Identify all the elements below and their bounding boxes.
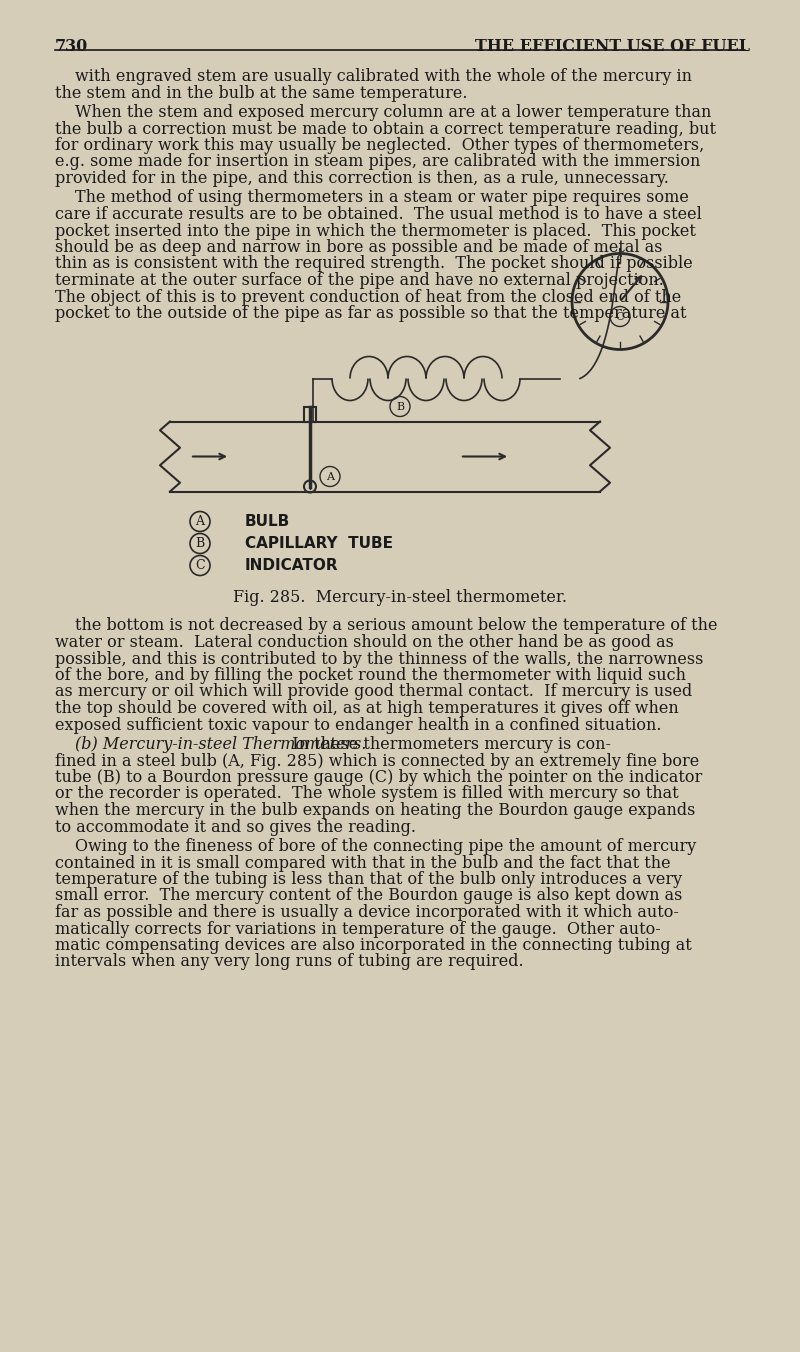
Text: INDICATOR: INDICATOR (245, 558, 338, 573)
Text: pocket to the outside of the pipe as far as possible so that the temperature at: pocket to the outside of the pipe as far… (55, 306, 686, 322)
Text: when the mercury in the bulb expands on heating the Bourdon gauge expands: when the mercury in the bulb expands on … (55, 802, 695, 819)
Text: BULB: BULB (245, 514, 290, 529)
Text: to accommodate it and so gives the reading.: to accommodate it and so gives the readi… (55, 818, 416, 836)
Text: possible, and this is contributed to by the thinness of the walls, the narrownes: possible, and this is contributed to by … (55, 650, 703, 668)
Text: pocket inserted into the pipe in which the thermometer is placed.  This pocket: pocket inserted into the pipe in which t… (55, 223, 696, 239)
Text: The object of this is to prevent conduction of heat from the closed end of the: The object of this is to prevent conduct… (55, 288, 682, 306)
Text: for ordinary work this may usually be neglected.  Other types of thermometers,: for ordinary work this may usually be ne… (55, 137, 704, 154)
Text: the bulb a correction must be made to obtain a correct temperature reading, but: the bulb a correction must be made to ob… (55, 120, 716, 138)
Text: terminate at the outer surface of the pipe and have no external projection.: terminate at the outer surface of the pi… (55, 272, 664, 289)
Text: or the recorder is operated.  The whole system is filled with mercury so that: or the recorder is operated. The whole s… (55, 786, 678, 803)
Text: A: A (195, 515, 205, 529)
Text: Fig. 285.  Mercury-in-steel thermometer.: Fig. 285. Mercury-in-steel thermometer. (233, 589, 567, 607)
Text: as mercury or oil which will provide good thermal contact.  If mercury is used: as mercury or oil which will provide goo… (55, 684, 692, 700)
Text: exposed sufficient toxic vapour to endanger health in a confined situation.: exposed sufficient toxic vapour to endan… (55, 717, 662, 734)
Text: thin as is consistent with the required strength.  The pocket should if possible: thin as is consistent with the required … (55, 256, 693, 273)
Text: C: C (195, 558, 205, 572)
Text: B: B (396, 402, 404, 411)
Text: should be as deep and narrow in bore as possible and be made of metal as: should be as deep and narrow in bore as … (55, 239, 662, 256)
Text: Owing to the fineness of bore of the connecting pipe the amount of mercury: Owing to the fineness of bore of the con… (75, 838, 696, 854)
Text: the stem and in the bulb at the same temperature.: the stem and in the bulb at the same tem… (55, 84, 467, 101)
Text: fined in a steel bulb (A, Fig. 285) which is connected by an extremely fine bore: fined in a steel bulb (A, Fig. 285) whic… (55, 753, 699, 769)
Circle shape (572, 254, 668, 350)
Text: of the bore, and by filling the pocket round the thermometer with liquid such: of the bore, and by filling the pocket r… (55, 667, 686, 684)
Text: matically corrects for variations in temperature of the gauge.  Other auto-: matically corrects for variations in tem… (55, 921, 661, 937)
Text: care if accurate results are to be obtained.  The usual method is to have a stee: care if accurate results are to be obtai… (55, 206, 702, 223)
Text: 730: 730 (55, 38, 88, 55)
Text: THE EFFICIENT USE OF FUEL: THE EFFICIENT USE OF FUEL (475, 38, 750, 55)
Text: far as possible and there is usually a device incorporated with it which auto-: far as possible and there is usually a d… (55, 904, 679, 921)
Text: the top should be covered with oil, as at high temperatures it gives off when: the top should be covered with oil, as a… (55, 700, 678, 717)
Text: provided for in the pipe, and this correction is then, as a rule, unnecessary.: provided for in the pipe, and this corre… (55, 170, 669, 187)
Text: intervals when any very long runs of tubing are required.: intervals when any very long runs of tub… (55, 953, 524, 971)
Text: the bottom is not decreased by a serious amount below the temperature of the: the bottom is not decreased by a serious… (75, 618, 718, 634)
Text: The method of using thermometers in a steam or water pipe requires some: The method of using thermometers in a st… (75, 189, 689, 207)
Text: In these thermometers mercury is con-: In these thermometers mercury is con- (282, 735, 611, 753)
Text: matic compensating devices are also incorporated in the connecting tubing at: matic compensating devices are also inco… (55, 937, 692, 955)
Text: temperature of the tubing is less than that of the bulb only introduces a very: temperature of the tubing is less than t… (55, 871, 682, 888)
Text: tube (B) to a Bourdon pressure gauge (C) by which the pointer on the indicator: tube (B) to a Bourdon pressure gauge (C)… (55, 769, 702, 786)
Text: CAPILLARY  TUBE: CAPILLARY TUBE (245, 535, 393, 552)
Text: e.g. some made for insertion in steam pipes, are calibrated with the immersion: e.g. some made for insertion in steam pi… (55, 154, 700, 170)
Text: When the stem and exposed mercury column are at a lower temperature than: When the stem and exposed mercury column… (75, 104, 711, 120)
Text: contained in it is small compared with that in the bulb and the fact that the: contained in it is small compared with t… (55, 854, 670, 872)
Text: water or steam.  Lateral conduction should on the other hand be as good as: water or steam. Lateral conduction shoul… (55, 634, 674, 652)
Text: (b) Mercury-in-steel Thermometers.: (b) Mercury-in-steel Thermometers. (75, 735, 366, 753)
Text: A: A (326, 472, 334, 481)
Text: small error.  The mercury content of the Bourdon gauge is also kept down as: small error. The mercury content of the … (55, 887, 682, 904)
Text: with engraved stem are usually calibrated with the whole of the mercury in: with engraved stem are usually calibrate… (75, 68, 692, 85)
Text: B: B (195, 537, 205, 550)
Text: C: C (616, 311, 624, 322)
